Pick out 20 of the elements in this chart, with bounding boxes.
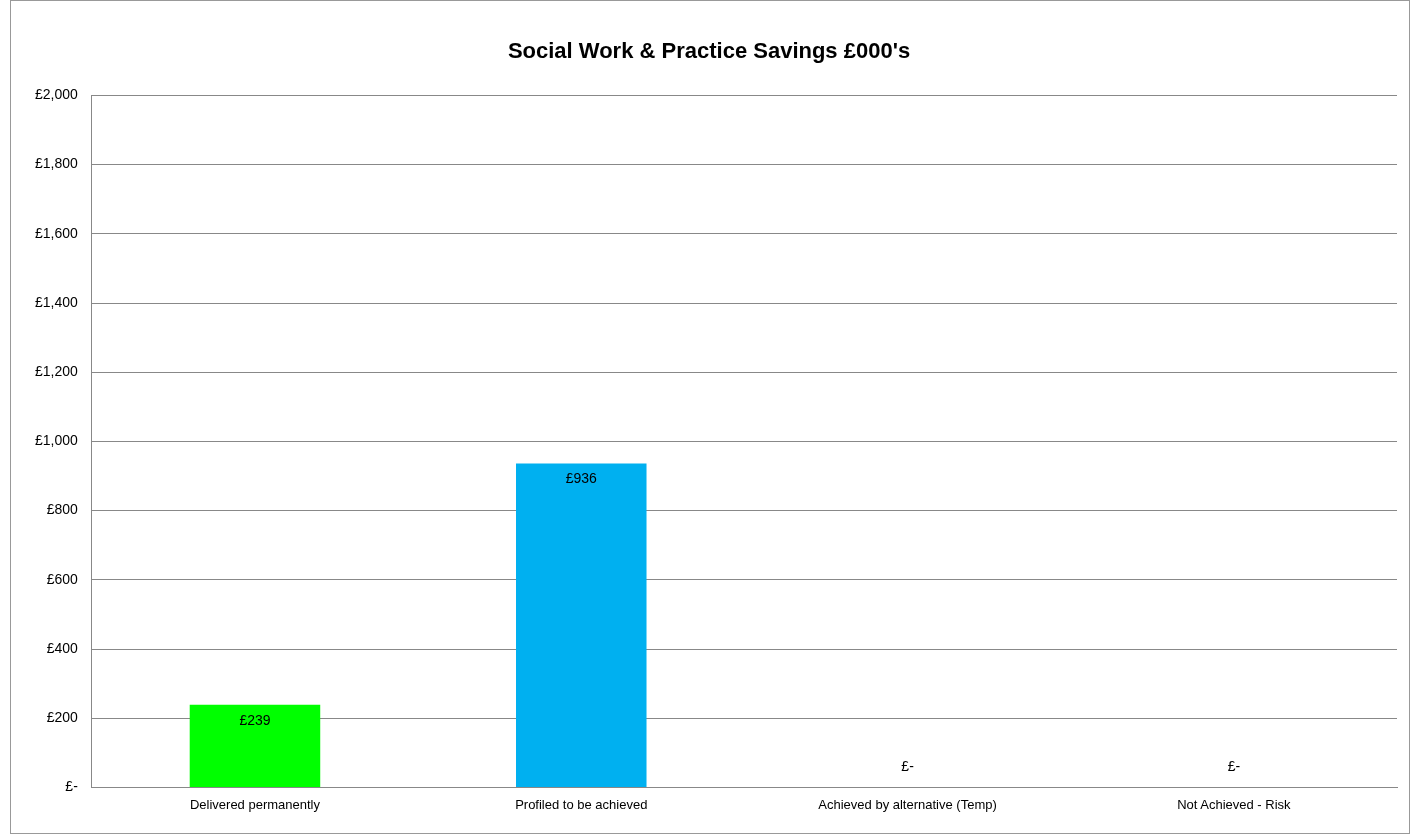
x-tick-label: Achieved by alternative (Temp)	[818, 796, 997, 812]
y-tick-label: £1,400	[34, 293, 79, 310]
y-tick-label: £600	[46, 570, 79, 587]
y-tick-label: £1,000	[34, 432, 79, 449]
y-tick-label: £-	[65, 778, 79, 795]
y-tick-label: £2,000	[34, 86, 79, 103]
x-tick-label: Delivered permanently	[189, 796, 321, 812]
data-label: £239	[239, 711, 271, 728]
x-tick-label: Not Achieved - Risk	[1177, 796, 1292, 812]
y-tick-label: £1,800	[34, 155, 79, 172]
y-tick-label: £1,200	[34, 363, 79, 380]
y-tick-label: £200	[46, 709, 79, 726]
data-label: £-	[1227, 758, 1241, 775]
data-label: £-	[901, 758, 915, 775]
y-tick-label: £800	[46, 501, 79, 518]
y-tick-label: £1,600	[34, 224, 79, 241]
x-tick-label: Profiled to be achieved	[515, 796, 648, 812]
y-tick-label: £400	[46, 639, 79, 656]
chart-title: Social Work & Practice Savings £000's	[507, 38, 911, 64]
data-label: £936	[565, 470, 598, 487]
